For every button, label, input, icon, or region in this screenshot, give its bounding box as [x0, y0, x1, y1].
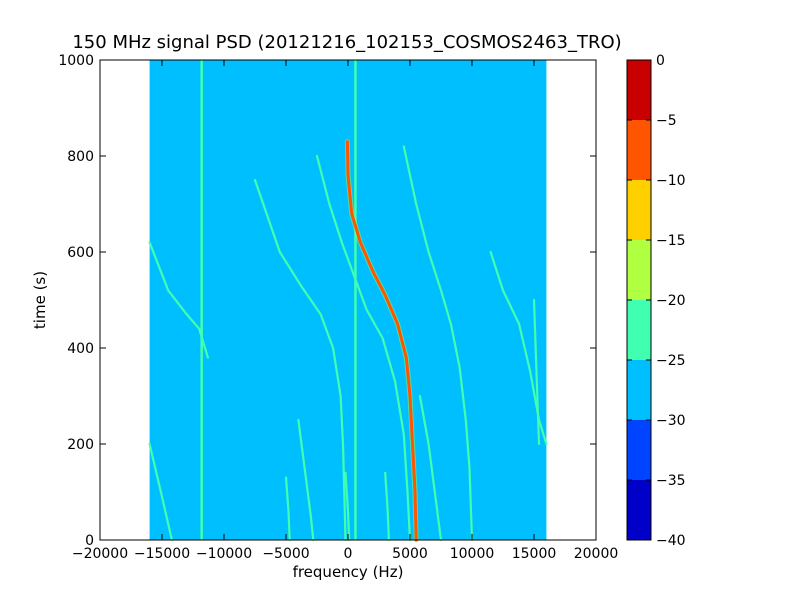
colorbar-band	[627, 60, 651, 120]
signal-trace-11	[384, 471, 390, 542]
colorbar-band	[627, 480, 651, 540]
signal-trace-9	[418, 394, 443, 542]
signal-trace-10	[284, 476, 291, 542]
colorbar-tick-label: −20	[656, 293, 686, 309]
colorbar-band	[627, 420, 651, 480]
y-axis-label: time (s)	[31, 271, 49, 329]
x-tick-label: −5000	[262, 546, 309, 562]
x-tick-label: −20000	[72, 546, 128, 562]
colorbar-tick-label: −25	[656, 353, 686, 369]
signal-trace-3	[148, 241, 209, 359]
x-axis-ticks: −20000 −15000 −10000 −5000 0 5000 10000 15000 20…	[72, 60, 618, 562]
chart-title: 150 MHz signal PSD (20121216_102153_COSM…	[72, 32, 621, 53]
y-tick-label: 600	[67, 245, 94, 261]
plot-area: −20000 −15000 −10000 −5000 0 5000 10000 15000 20…	[58, 53, 618, 562]
signal-trace-2	[148, 442, 173, 542]
colorbar-band	[627, 240, 651, 300]
colorbar-band	[627, 180, 651, 240]
colorbar-tick-label: −30	[656, 413, 686, 429]
x-tick-label: 10000	[450, 546, 495, 562]
signal-trace-7	[489, 250, 548, 446]
x-tick-label: 20000	[574, 546, 619, 562]
x-tick-label: 15000	[512, 546, 557, 562]
colorbar-band	[627, 360, 651, 420]
signal-trace-12	[532, 298, 541, 446]
signal-trace-13	[344, 471, 351, 542]
psd-background-field	[149, 60, 547, 540]
x-tick-label: −15000	[134, 546, 190, 562]
colorbar: −40 −35 −30 −25 −20 −15 −10 −5 0	[626, 53, 686, 549]
x-tick-label: 0	[344, 546, 353, 562]
signal-trace-1	[345, 140, 418, 542]
colorbar-tick-label: 0	[656, 53, 665, 69]
colorbar-tick-label: −35	[656, 473, 686, 489]
y-tick-label: 1000	[58, 53, 94, 69]
signal-trace-4	[253, 178, 347, 542]
x-tick-label: −10000	[196, 546, 252, 562]
colorbar-tick-label: −40	[656, 533, 686, 549]
y-axis-ticks: 0 200 400 600 800 1000	[58, 53, 596, 549]
y-tick-label: 400	[67, 341, 94, 357]
colorbar-tick-label: −10	[656, 173, 686, 189]
colorbar-band	[627, 120, 651, 180]
y-tick-label: 800	[67, 149, 94, 165]
colorbar-tick-label: −15	[656, 233, 686, 249]
signal-trace-8	[297, 418, 315, 542]
signal-trace-5	[315, 154, 412, 542]
y-tick-label: 0	[85, 533, 94, 549]
colorbar-tick-label: −5	[656, 113, 677, 129]
x-axis-label: frequency (Hz)	[293, 563, 404, 581]
signal-trace-6	[402, 145, 474, 542]
colorbar-band	[627, 300, 651, 360]
psd-heatmap	[148, 60, 548, 543]
x-tick-label: 5000	[392, 546, 428, 562]
y-tick-label: 200	[67, 437, 94, 453]
